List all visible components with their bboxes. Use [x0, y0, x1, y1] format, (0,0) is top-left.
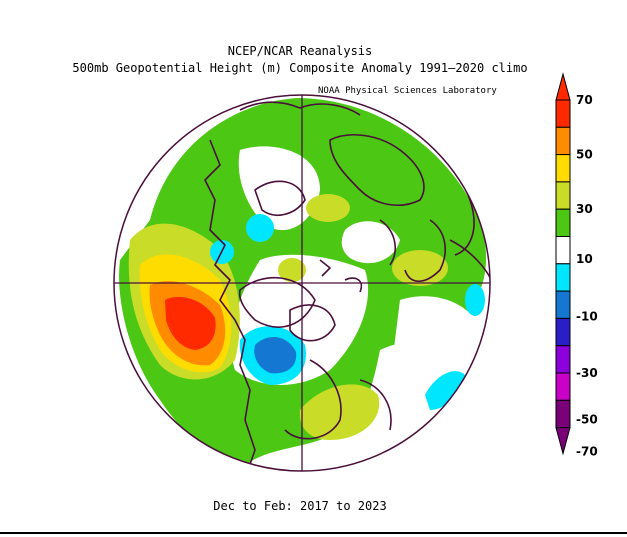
colorbar-swatch — [555, 345, 571, 374]
neutral-region — [238, 146, 320, 231]
negative-anomaly-region — [425, 371, 465, 410]
chart-title: NCEP/NCAR Reanalysis — [227, 44, 373, 58]
positive-anomaly-region — [165, 296, 216, 350]
colorbar-top-arrow — [555, 72, 571, 101]
positive-anomaly-region — [299, 384, 380, 440]
anomaly-field — [114, 95, 490, 471]
colorbar-swatch — [555, 236, 571, 265]
colorbar-swatch — [555, 208, 571, 237]
colorbar-tick-label: -50 — [576, 413, 598, 427]
colorbar-tick-label: -70 — [576, 445, 598, 459]
colorbar-swatch — [555, 99, 571, 128]
colorbar-swatch — [555, 154, 571, 183]
colorbar-tick-label: 10 — [576, 252, 593, 266]
colorbar-swatch — [555, 372, 571, 401]
positive-anomaly-region — [392, 250, 448, 286]
neutral-region — [393, 296, 480, 430]
positive-anomaly-region — [278, 258, 306, 282]
period-label: Dec to Feb: 2017 to 2023 — [213, 499, 387, 513]
colorbar-tick-label: 50 — [576, 148, 593, 162]
negative-anomaly-region — [246, 214, 274, 242]
neutral-region — [341, 221, 400, 264]
colorbar-swatch — [555, 290, 571, 319]
colorbar-bottom-arrow — [555, 427, 571, 456]
credit-label: NOAA Physical Sciences Laboratory — [318, 86, 497, 96]
negative-anomaly-region — [465, 284, 485, 316]
bottom-divider — [0, 532, 627, 534]
colorbar-swatch — [555, 317, 571, 347]
colorbar-tick-label: 70 — [576, 93, 593, 107]
negative-anomaly-region — [254, 336, 297, 374]
map-boundary — [113, 94, 491, 472]
colorbar-tick-label: 30 — [576, 202, 593, 216]
colorbar: 70 50 30 10 -10 -30 -50 -70 — [555, 72, 598, 459]
colorbar-tick-label: -10 — [576, 309, 598, 323]
colorbar-swatch — [555, 181, 571, 210]
colorbar-swatch — [555, 126, 571, 156]
chart-subtitle: 500mb Geopotential Height (m) Composite … — [72, 61, 528, 75]
positive-anomaly-region — [306, 194, 350, 222]
colorbar-tick-label: -30 — [576, 366, 598, 380]
colorbar-swatch — [555, 263, 571, 292]
colorbar-swatch — [555, 399, 571, 429]
